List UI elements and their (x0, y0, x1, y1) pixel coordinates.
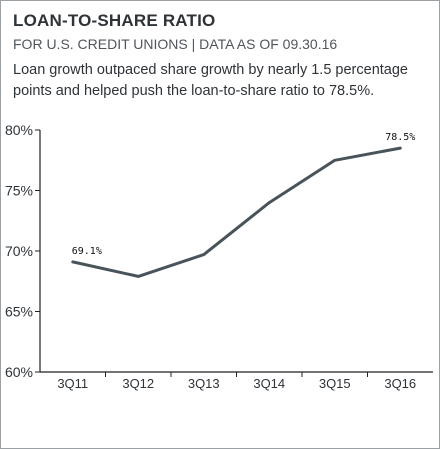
x-tick-label: 3Q13 (188, 376, 220, 391)
chart-title: LOAN-TO-SHARE RATIO (13, 11, 216, 30)
x-tick-label: 3Q12 (122, 376, 154, 391)
data-point (399, 146, 402, 150)
x-axis-ticks: 3Q11 3Q12 3Q13 3Q14 3Q15 3Q16 (57, 372, 416, 391)
x-tick-label: 3Q16 (384, 376, 416, 391)
x-tick-label: 3Q14 (253, 376, 285, 391)
series-line (71, 146, 402, 278)
y-tick-label: 80% (5, 122, 33, 138)
chart-description: Loan growth outpaced share growth by nea… (13, 62, 408, 99)
y-axis-ticks: 60% 65% 70% 75% 80% (5, 122, 40, 380)
y-tick-label: 65% (5, 304, 33, 320)
data-point (137, 275, 140, 278)
data-point (333, 159, 336, 162)
data-labels: 69.1% 78.5% (72, 132, 416, 257)
y-tick-label: 75% (5, 183, 33, 199)
chart-subtitle: FOR U.S. CREDIT UNIONS | DATA AS OF 09.3… (13, 36, 338, 52)
data-label: 69.1% (72, 246, 102, 257)
data-point (202, 253, 205, 256)
data-label: 78.5% (385, 132, 415, 143)
series-group (71, 146, 402, 278)
data-point (268, 201, 271, 204)
data-point (71, 260, 74, 264)
y-tick-label: 70% (5, 243, 33, 259)
x-tick-label: 3Q11 (57, 376, 88, 391)
x-tick-label: 3Q15 (319, 376, 351, 391)
y-tick-label: 60% (5, 364, 33, 380)
